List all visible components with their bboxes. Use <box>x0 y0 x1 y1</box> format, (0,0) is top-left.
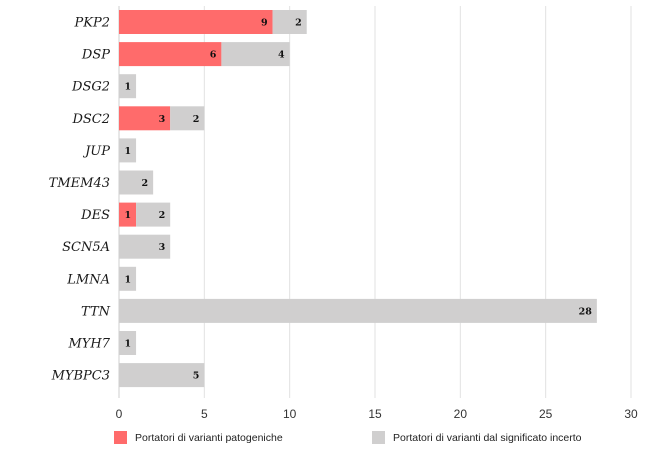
x-tick-labels: 0 5 10 15 20 25 30 <box>116 407 638 421</box>
data-label-myh7-series1: 1 <box>124 339 131 350</box>
legend-item-uncertain: Portatori di varianti dal significato in… <box>372 431 582 444</box>
category-label-myh7: MYH7 <box>67 337 110 352</box>
bar-pkp2-series0 <box>119 10 273 34</box>
data-label-ttn-series1: 28 <box>579 306 593 317</box>
data-label-jup-series1: 1 <box>124 146 131 157</box>
bar-dsg2-series1 <box>119 74 137 99</box>
legend-label-pathogenic: Portatori di varianti patogeniche <box>135 431 283 444</box>
bar-dsc2-series1 <box>170 106 205 131</box>
data-label-tmem43-series1: 2 <box>142 178 149 189</box>
legend-swatch-uncertain <box>372 431 385 444</box>
bar-mybpc3-series1 <box>119 363 205 388</box>
x-tick-label-15: 15 <box>368 407 382 421</box>
bar-dsp-series0 <box>119 42 222 67</box>
category-label-dsg2: DSG2 <box>71 80 110 95</box>
bars: 9 2 6 4 1 3 2 1 2 1 2 3 1 28 1 5 <box>119 10 597 388</box>
x-tick-label-10: 10 <box>283 407 297 421</box>
gridlines <box>118 6 632 398</box>
category-label-lmna: LMNA <box>66 272 110 287</box>
data-label-dsc2-series0: 3 <box>159 114 166 125</box>
category-label-tmem43: TMEM43 <box>49 176 110 191</box>
category-label-scn5a: SCN5A <box>62 240 110 255</box>
legend-swatch-pathogenic <box>114 431 127 444</box>
category-label-dsc2: DSC2 <box>71 112 110 127</box>
bar-dsc2-series0 <box>119 106 171 131</box>
data-label-pkp2-series0: 9 <box>261 18 268 29</box>
data-label-dsp-series1: 4 <box>278 50 285 61</box>
category-labels: PKP2 DSP DSG2 DSC2 JUP TMEM43 DES SCN5A LMNA TTN M… <box>49 16 111 384</box>
bar-des-series1 <box>136 202 171 227</box>
category-label-pkp2: PKP2 <box>74 16 110 31</box>
bar-dsp-series1 <box>221 42 290 67</box>
data-label-pkp2-series1: 2 <box>295 18 302 29</box>
category-label-dsp: DSP <box>81 48 110 63</box>
bar-scn5a-series1 <box>119 234 171 259</box>
data-label-dsc2-series1: 2 <box>193 114 200 125</box>
data-label-lmna-series1: 1 <box>124 274 131 285</box>
data-label-dsg2-series1: 1 <box>124 82 131 93</box>
category-label-mybpc3: MYBPC3 <box>51 369 110 384</box>
data-label-mybpc3-series1: 5 <box>193 371 200 382</box>
x-tick-label-30: 30 <box>624 407 638 421</box>
data-label-scn5a-series1: 3 <box>159 242 166 253</box>
legend-label-uncertain: Portatori di varianti dal significato in… <box>393 431 582 444</box>
bar-jup-series1 <box>119 138 137 163</box>
data-label-des-series0: 1 <box>124 210 131 221</box>
data-label-dsp-series0: 6 <box>210 50 217 61</box>
x-tick-label-5: 5 <box>201 407 208 421</box>
category-label-ttn: TTN <box>81 304 111 319</box>
bar-ttn-series1 <box>119 298 597 323</box>
bar-des-series0 <box>119 202 137 227</box>
bar-myh7-series1 <box>119 331 137 355</box>
legend-item-pathogenic: Portatori di varianti patogeniche <box>114 431 283 444</box>
bar-pkp2-series1 <box>272 10 307 34</box>
bar-tmem43-series1 <box>119 170 154 195</box>
category-label-des: DES <box>80 208 110 223</box>
data-label-des-series1: 2 <box>159 210 166 221</box>
bar-lmna-series1 <box>119 266 137 291</box>
x-tick-label-0: 0 <box>116 407 123 421</box>
x-tick-label-25: 25 <box>539 407 553 421</box>
category-label-jup: JUP <box>82 144 110 159</box>
x-tick-label-20: 20 <box>454 407 468 421</box>
